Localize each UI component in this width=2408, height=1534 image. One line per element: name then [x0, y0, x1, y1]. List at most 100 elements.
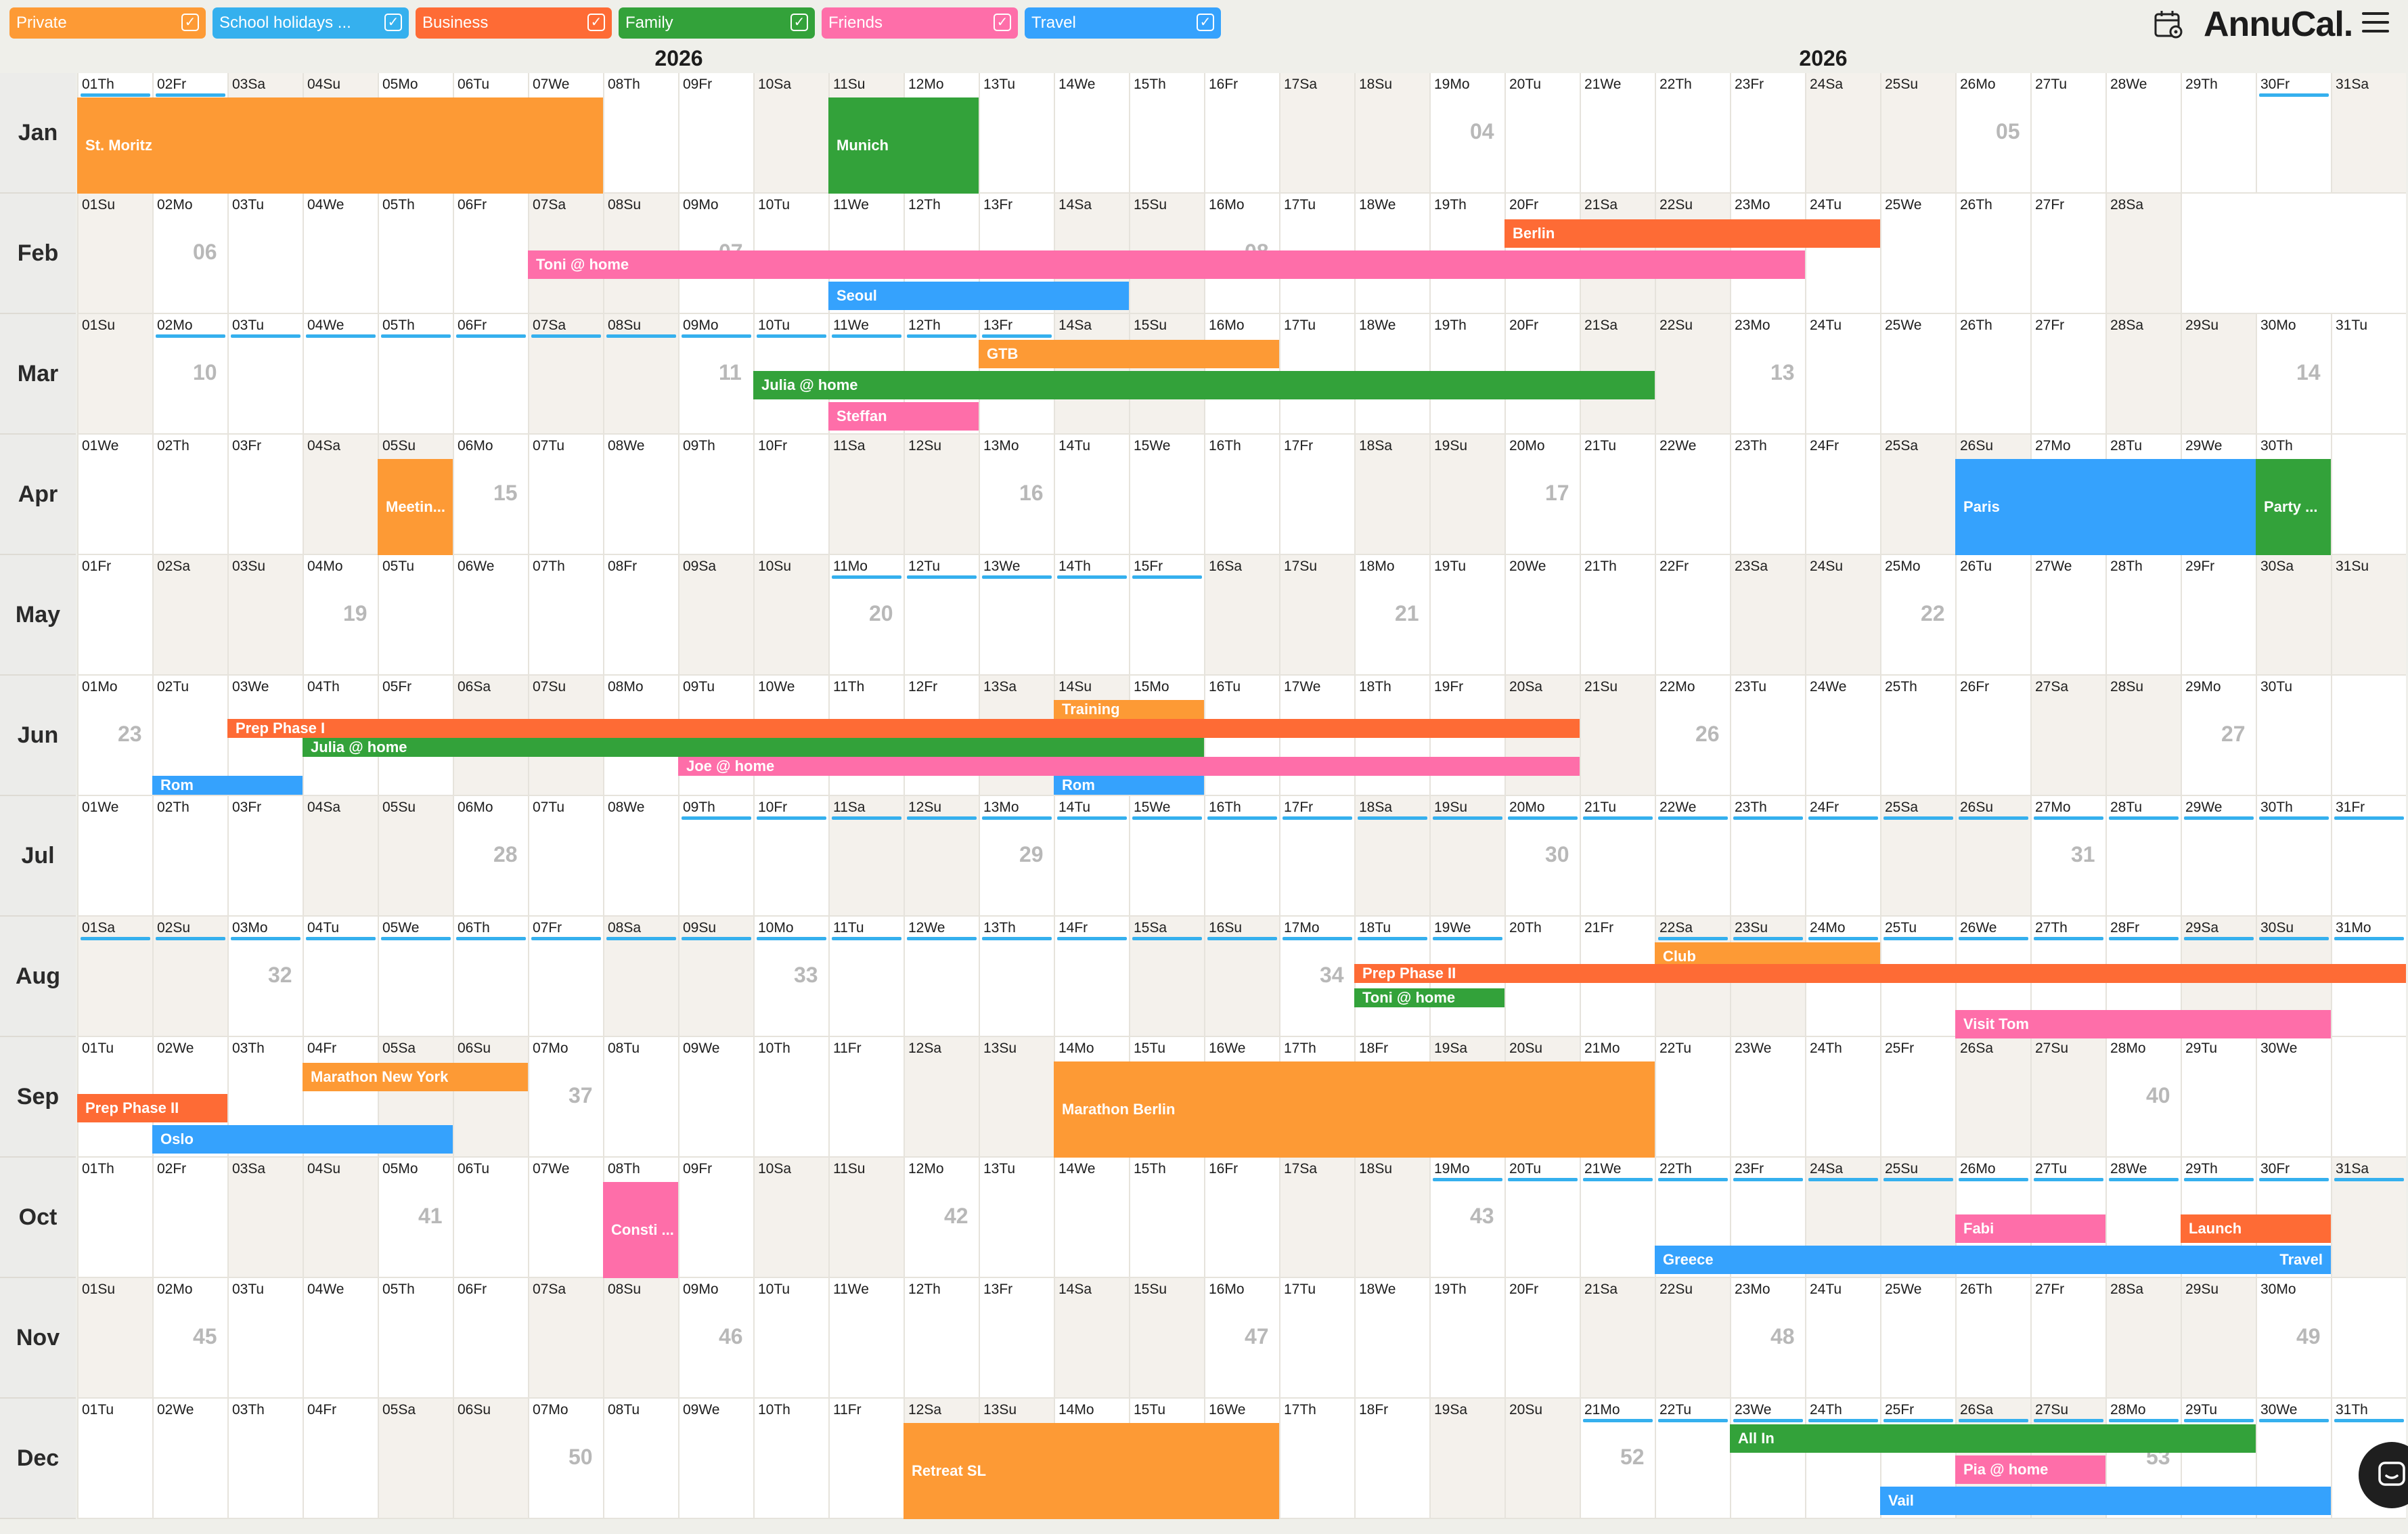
- day-cell[interactable]: 24Tu: [1805, 314, 1880, 435]
- event-marathon-berlin[interactable]: Marathon Berlin: [1054, 1061, 1655, 1158]
- day-cell[interactable]: 21Tu: [1580, 435, 1655, 555]
- day-cell[interactable]: 13Mo: [979, 435, 1054, 555]
- day-cell[interactable]: 28Tu: [2105, 796, 2181, 917]
- checkbox-checked-icon[interactable]: ✓: [1197, 14, 1214, 31]
- day-cell[interactable]: 27Fr: [2030, 314, 2105, 435]
- day-cell[interactable]: 29Su: [2181, 1278, 2256, 1399]
- day-cell[interactable]: 15Th: [1129, 1158, 1204, 1278]
- day-cell[interactable]: 08Fr: [603, 555, 678, 676]
- day-cell[interactable]: 08Tu: [603, 1037, 678, 1158]
- day-cell[interactable]: 08We: [603, 796, 678, 917]
- event-launch[interactable]: Launch: [2181, 1214, 2331, 1243]
- day-cell[interactable]: 17Th: [1279, 1399, 1354, 1519]
- day-cell[interactable]: 14We: [1054, 73, 1129, 194]
- category-chip-friends[interactable]: Friends ✓: [822, 7, 1018, 39]
- day-cell[interactable]: 06We: [453, 555, 528, 676]
- day-cell[interactable]: 28Su: [2105, 676, 2181, 796]
- event-berlin[interactable]: Berlin: [1504, 219, 1880, 248]
- day-cell[interactable]: 02Mo: [152, 194, 227, 314]
- event-paris[interactable]: Paris: [1955, 459, 2256, 555]
- day-cell[interactable]: 07Th: [528, 555, 603, 676]
- day-cell[interactable]: 02Mo: [152, 1278, 227, 1399]
- day-cell[interactable]: 04Mo: [303, 555, 378, 676]
- day-cell[interactable]: 03Sa: [227, 1158, 303, 1278]
- category-chip-family[interactable]: Family ✓: [619, 7, 815, 39]
- day-cell[interactable]: 20Tu: [1504, 1158, 1580, 1278]
- day-cell[interactable]: 18Fr: [1354, 1399, 1429, 1519]
- day-cell[interactable]: 05Mo: [378, 1158, 453, 1278]
- day-cell[interactable]: 12Su: [904, 435, 979, 555]
- day-cell[interactable]: 18Su: [1354, 73, 1429, 194]
- day-cell[interactable]: 04Sa: [303, 435, 378, 555]
- day-cell[interactable]: 02We: [152, 1399, 227, 1519]
- event-steffan[interactable]: Steffan: [828, 402, 979, 431]
- day-cell[interactable]: 21Sa: [1580, 1278, 1655, 1399]
- day-cell[interactable]: 06Fr: [453, 194, 528, 314]
- day-cell[interactable]: 03Mo: [227, 917, 303, 1037]
- day-cell[interactable]: 04Sa: [303, 796, 378, 917]
- day-cell[interactable]: 11We: [828, 1278, 904, 1399]
- day-cell[interactable]: 12Th: [904, 1278, 979, 1399]
- day-cell[interactable]: 28Sa: [2105, 194, 2181, 314]
- day-cell[interactable]: 04Su: [303, 1158, 378, 1278]
- event-st-moritz[interactable]: St. Moritz: [77, 97, 603, 194]
- day-cell[interactable]: 13Tu: [979, 1158, 1054, 1278]
- day-cell[interactable]: 10Fr: [753, 435, 828, 555]
- day-cell[interactable]: 21Su: [1580, 676, 1655, 796]
- day-cell[interactable]: 03Th: [227, 1399, 303, 1519]
- day-cell[interactable]: 24Tu: [1805, 194, 1880, 314]
- event-gtb[interactable]: GTB: [979, 340, 1279, 368]
- day-cell[interactable]: 19Su: [1429, 796, 1504, 917]
- day-cell[interactable]: 19Tu: [1429, 555, 1504, 676]
- day-cell[interactable]: 06Mo: [453, 435, 528, 555]
- day-cell[interactable]: 08Th: [603, 73, 678, 194]
- day-cell[interactable]: 16Th: [1204, 796, 1279, 917]
- day-cell[interactable]: 10Mo: [753, 917, 828, 1037]
- day-cell[interactable]: 10Th: [753, 1399, 828, 1519]
- day-cell[interactable]: 15We: [1129, 796, 1204, 917]
- day-cell[interactable]: 05Th: [378, 194, 453, 314]
- day-cell[interactable]: 01Su: [77, 194, 152, 314]
- day-cell[interactable]: 13We: [979, 555, 1054, 676]
- day-cell[interactable]: 05We: [378, 917, 453, 1037]
- day-cell[interactable]: 21We: [1580, 1158, 1655, 1278]
- day-cell[interactable]: 23We: [1730, 1037, 1805, 1158]
- day-cell[interactable]: 20Mo: [1504, 796, 1580, 917]
- day-cell[interactable]: 05Su: [378, 796, 453, 917]
- day-cell[interactable]: 17Tu: [1279, 1278, 1354, 1399]
- day-cell[interactable]: 24Su: [1805, 555, 1880, 676]
- day-cell[interactable]: 27Su: [2030, 1037, 2105, 1158]
- day-cell[interactable]: 23We: [1730, 1399, 1805, 1519]
- day-cell[interactable]: 26Th: [1955, 1278, 2030, 1399]
- day-cell[interactable]: 27Sa: [2030, 676, 2105, 796]
- day-cell[interactable]: 20Tu: [1504, 73, 1580, 194]
- day-cell[interactable]: 06Fr: [453, 314, 528, 435]
- day-cell[interactable]: 11Fr: [828, 1037, 904, 1158]
- event-toni-home[interactable]: Toni @ home: [1354, 988, 1504, 1007]
- day-cell[interactable]: 21We: [1580, 73, 1655, 194]
- day-cell[interactable]: 09Sa: [678, 555, 753, 676]
- day-cell[interactable]: 07Mo: [528, 1037, 603, 1158]
- day-cell[interactable]: 26Th: [1955, 314, 2030, 435]
- day-cell[interactable]: 10Th: [753, 1037, 828, 1158]
- day-cell[interactable]: 07We: [528, 1158, 603, 1278]
- day-cell[interactable]: 24We: [1805, 676, 1880, 796]
- day-cell[interactable]: 25Fr: [1880, 1037, 1955, 1158]
- day-cell[interactable]: 14Th: [1054, 555, 1129, 676]
- day-cell[interactable]: 17Fr: [1279, 796, 1354, 917]
- day-cell[interactable]: 06Fr: [453, 1278, 528, 1399]
- day-cell[interactable]: 02Su: [152, 917, 227, 1037]
- day-cell[interactable]: 28We: [2105, 73, 2181, 194]
- day-cell[interactable]: 24Fr: [1805, 435, 1880, 555]
- day-cell[interactable]: 17Su: [1279, 555, 1354, 676]
- day-cell[interactable]: 02Th: [152, 435, 227, 555]
- event-all-in[interactable]: All In: [1730, 1424, 2256, 1453]
- day-cell[interactable]: 31Tu: [2331, 314, 2406, 435]
- category-chip-private[interactable]: Private ✓: [9, 7, 206, 39]
- event-prep-phase-ii[interactable]: Prep Phase II: [77, 1094, 227, 1122]
- day-cell[interactable]: 03Fr: [227, 435, 303, 555]
- day-cell[interactable]: 18We: [1354, 1278, 1429, 1399]
- day-cell[interactable]: 09Mo: [678, 314, 753, 435]
- event-retreat-sl[interactable]: Retreat SL: [904, 1423, 1279, 1519]
- calendar-settings-icon[interactable]: [2152, 8, 2185, 41]
